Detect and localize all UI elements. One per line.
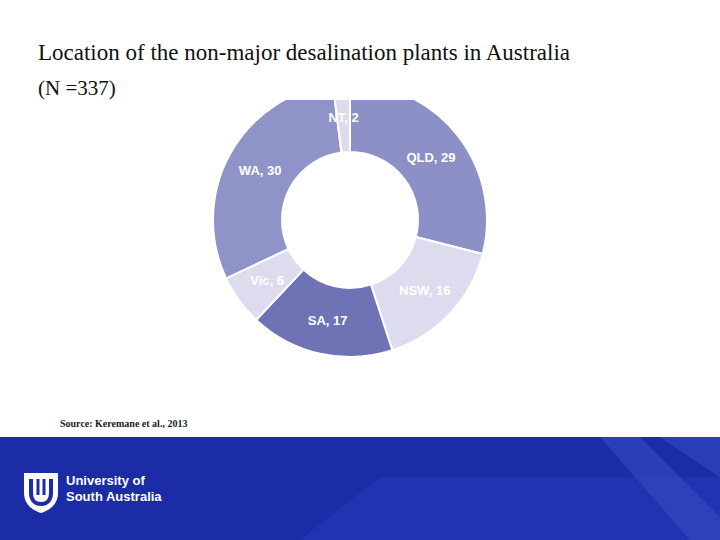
html-text:Location of the non-major desa: Location of the non-major desalination p… [38, 40, 571, 65]
svg-text:QLD, 29: QLD, 29 [406, 150, 455, 165]
svg-text:Vic, 6: Vic, 6 [250, 273, 284, 288]
svg-text:SA, 17: SA, 17 [308, 313, 348, 328]
svg-text:South Australia: South Australia [66, 489, 162, 504]
svg-text:NSW, 16: NSW, 16 [399, 283, 450, 298]
svg-text:University of: University of [66, 473, 145, 488]
svg-text:NT, 2: NT, 2 [328, 110, 358, 125]
html-text:Source: Keremane et al., 2013: Source: Keremane et al., 2013 [60, 418, 188, 429]
html-text:(N =337): (N =337) [38, 76, 116, 100]
svg-text:WA, 30: WA, 30 [239, 163, 282, 178]
